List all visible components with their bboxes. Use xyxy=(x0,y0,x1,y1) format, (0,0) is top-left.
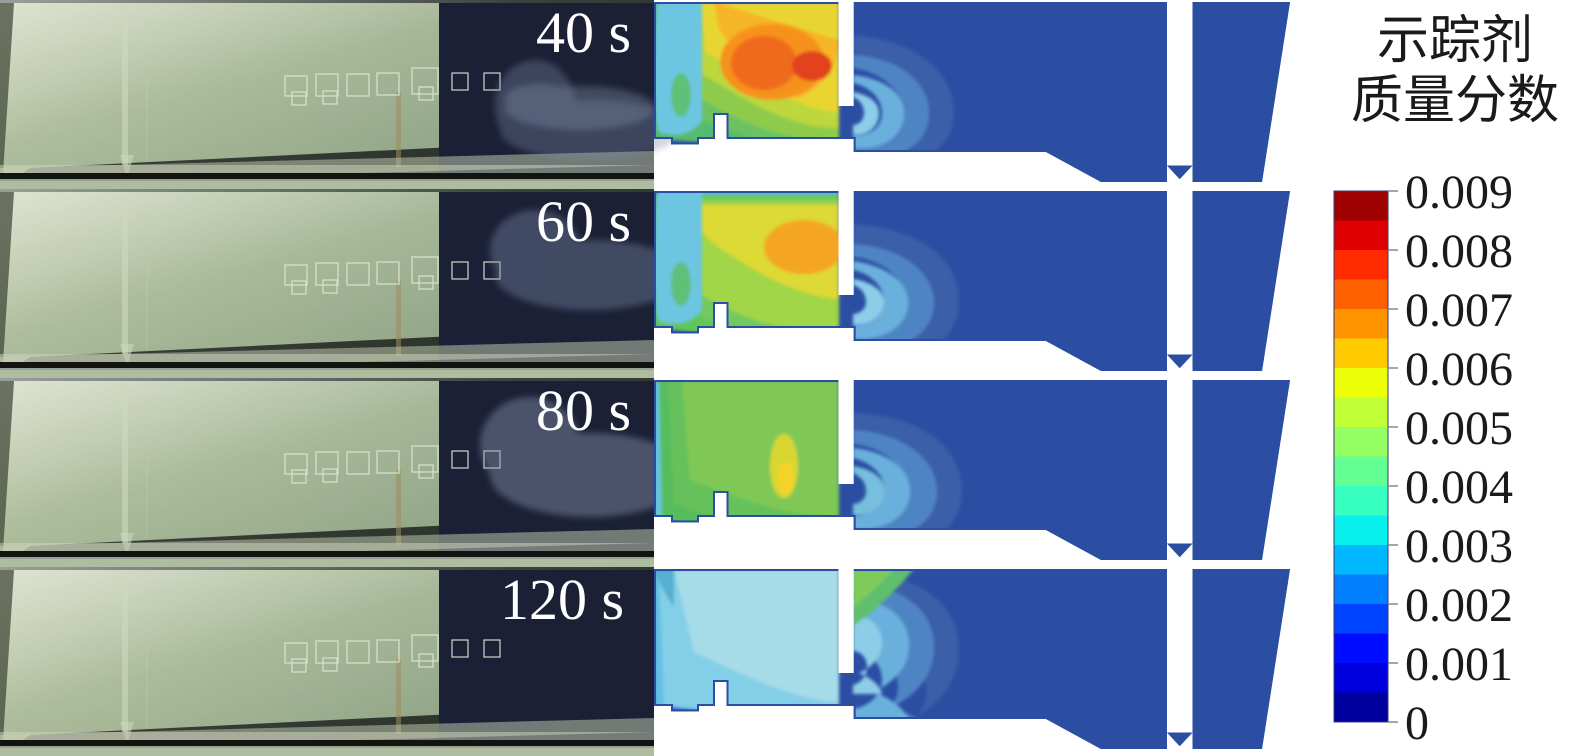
svg-text:0.008: 0.008 xyxy=(1405,225,1513,278)
svg-text:60 s: 60 s xyxy=(536,189,631,254)
svg-text:0.009: 0.009 xyxy=(1405,166,1513,219)
svg-text:0.004: 0.004 xyxy=(1405,461,1513,514)
svg-text:80 s: 80 s xyxy=(536,378,631,443)
svg-text:0.001: 0.001 xyxy=(1405,638,1513,691)
svg-text:质量分数: 质量分数 xyxy=(1351,73,1559,130)
svg-text:40 s: 40 s xyxy=(536,0,631,65)
svg-text:0: 0 xyxy=(1405,697,1429,750)
svg-text:120 s: 120 s xyxy=(500,567,624,632)
svg-text:0.007: 0.007 xyxy=(1405,284,1513,337)
svg-text:0.003: 0.003 xyxy=(1405,520,1513,573)
svg-text:示踪剂: 示踪剂 xyxy=(1377,13,1533,70)
svg-text:0.002: 0.002 xyxy=(1405,579,1513,632)
svg-text:0.006: 0.006 xyxy=(1405,343,1513,396)
svg-text:0.005: 0.005 xyxy=(1405,402,1513,455)
